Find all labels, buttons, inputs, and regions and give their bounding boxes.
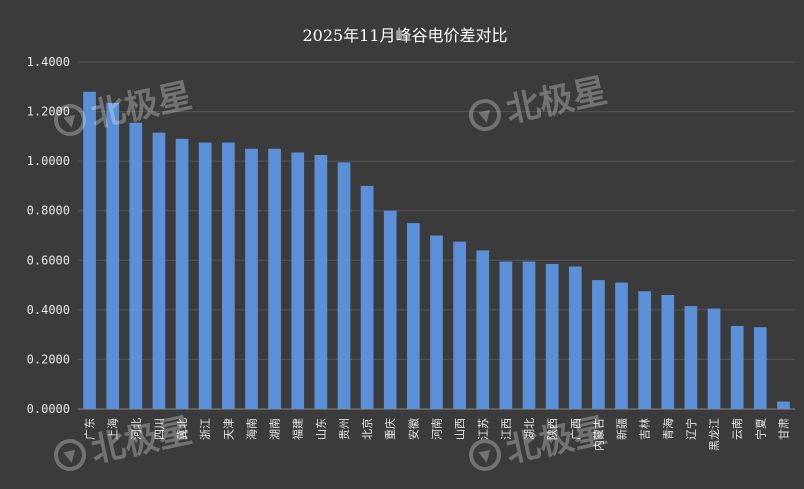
- bar: [129, 122, 143, 409]
- bar: [106, 102, 120, 410]
- x-tick-label: 湖南: [269, 418, 282, 440]
- x-tick-label: 重庆: [383, 418, 397, 440]
- y-tick-label: 0.6000: [27, 253, 70, 267]
- y-tick-label: 0.2000: [27, 352, 70, 366]
- bar: [268, 148, 281, 409]
- x-tick-label: 贵州: [338, 418, 351, 440]
- x-tick-label: 海南: [244, 418, 258, 440]
- x-tick-label: 北京: [360, 418, 374, 440]
- watermark-text: 北极星: [503, 71, 611, 131]
- x-tick-label: 甘肃: [777, 418, 790, 440]
- bar: [430, 235, 443, 409]
- watermark-logo: 北极星: [54, 411, 196, 471]
- bar: [245, 148, 258, 409]
- x-tick-label: 陕西: [545, 418, 559, 440]
- x-tick-label: 河北: [130, 418, 143, 440]
- watermark-logo: 北极星: [469, 71, 611, 131]
- bar: [83, 91, 96, 409]
- bar: [615, 282, 628, 409]
- bar: [545, 264, 559, 409]
- x-tick-label: 江苏: [477, 418, 490, 440]
- chart-title: 2025年11月峰谷电价差对比: [302, 26, 507, 45]
- bar: [499, 261, 513, 409]
- bar: [221, 142, 235, 409]
- bar: [522, 261, 536, 409]
- x-tick-label: 天津: [222, 418, 235, 440]
- x-axis: 广东 上海 河北 四川 冀北 浙江 天津 海南 湖南 福建 山东 贵州 北京 重庆 安徽 河南 山西 江苏 江西 湖北…: [84, 418, 791, 451]
- bar: [198, 142, 212, 409]
- bar: [453, 241, 466, 409]
- x-tick-label: 上海: [106, 418, 120, 440]
- x-tick-label: 浙江: [199, 418, 212, 440]
- y-tick-label: 0.4000: [27, 303, 70, 317]
- x-tick-label: 宁夏: [753, 418, 767, 440]
- bar: [638, 291, 652, 409]
- bar: [707, 308, 721, 409]
- bar: [337, 162, 351, 409]
- y-tick-label: 1.2000: [27, 105, 70, 119]
- x-tick-label: 河南: [431, 418, 444, 440]
- x-tick-label: 新疆: [615, 418, 629, 440]
- bars: [83, 91, 790, 410]
- bar: [291, 152, 305, 410]
- x-tick-label: 福建: [291, 418, 305, 440]
- bar: [407, 223, 420, 409]
- bar: [383, 210, 397, 409]
- x-tick-label: 广西: [569, 418, 582, 440]
- bar: [684, 306, 698, 409]
- bar: [753, 327, 767, 409]
- x-tick-label: 青海: [661, 418, 675, 440]
- y-tick-label: 0.8000: [27, 204, 70, 218]
- bar: [661, 294, 675, 409]
- x-tick-label: 云南: [731, 418, 744, 440]
- x-tick-label: 广东: [84, 418, 97, 440]
- bar: [360, 185, 374, 409]
- x-tick-label: 冀北: [175, 418, 189, 440]
- y-axis: 0.0000 0.2000 0.4000 0.6000 0.8000 1.0000 1.20…: [27, 55, 70, 416]
- watermark-text: 北极星: [503, 411, 611, 471]
- bar: [175, 138, 189, 410]
- bar: [730, 325, 744, 409]
- x-tick-label: 山东: [315, 418, 328, 440]
- x-tick-label: 四川: [153, 418, 166, 440]
- bar: [568, 266, 582, 409]
- watermark-text: 北极星: [88, 411, 196, 471]
- x-tick-label: 安徽: [406, 418, 420, 440]
- x-tick-label: 黑龙江: [708, 418, 721, 451]
- watermark-logo: 北极星: [54, 76, 196, 136]
- bar: [777, 401, 790, 409]
- y-tick-label: 1.4000: [27, 55, 70, 69]
- bar: [152, 132, 166, 409]
- x-tick-label: 湖北: [523, 418, 536, 440]
- x-tick-label: 辽宁: [684, 418, 698, 440]
- x-tick-label: 山西: [454, 418, 467, 440]
- x-tick-label: 江西: [500, 418, 513, 440]
- y-tick-label: 0.0000: [27, 402, 70, 416]
- x-tick-label: 内蒙古: [591, 418, 605, 451]
- bar: [314, 154, 328, 409]
- y-tick-label: 1.0000: [27, 154, 70, 168]
- bar: [592, 280, 605, 409]
- x-tick-label: 吉林: [638, 418, 652, 440]
- bar: [476, 250, 490, 409]
